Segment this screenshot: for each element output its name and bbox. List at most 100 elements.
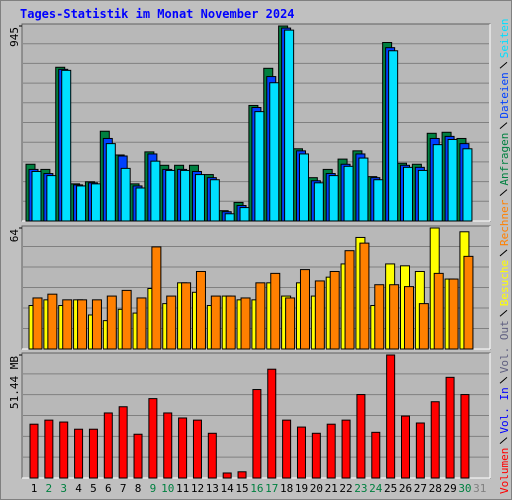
x-tick-label: 28 xyxy=(429,482,442,495)
bar xyxy=(150,160,161,222)
bar xyxy=(207,432,217,479)
bar xyxy=(209,179,220,222)
legend-label: Rechner xyxy=(498,199,511,246)
bar xyxy=(270,272,281,350)
bar xyxy=(90,183,101,222)
bar xyxy=(165,169,176,222)
x-tick-label: 9 xyxy=(150,482,157,495)
bar xyxy=(403,166,413,222)
bar xyxy=(311,432,321,479)
bar xyxy=(460,394,470,479)
y-tick-label: 945 xyxy=(8,27,21,47)
legend-separator xyxy=(499,309,508,317)
bar xyxy=(151,246,162,350)
bar xyxy=(163,412,173,479)
bar xyxy=(74,428,84,479)
x-tick-label: 17 xyxy=(265,482,278,495)
bar xyxy=(329,270,340,350)
bar xyxy=(225,295,236,350)
bar xyxy=(166,295,177,350)
x-tick-label: 11 xyxy=(176,482,189,495)
bar xyxy=(61,69,72,222)
legend-label: Vol. Out xyxy=(498,320,511,373)
bar xyxy=(76,185,87,222)
bar xyxy=(148,398,158,479)
bar xyxy=(103,412,113,479)
x-tick-label: 3 xyxy=(60,482,67,495)
bar xyxy=(135,187,146,222)
bar xyxy=(106,295,117,350)
bar xyxy=(105,143,116,222)
bar xyxy=(222,472,232,479)
y-tick-label: 51.44 MB xyxy=(8,356,21,409)
bar xyxy=(328,175,339,222)
legend-label: Anfragen xyxy=(498,133,511,186)
x-tick-label: 23 xyxy=(354,482,367,495)
bar xyxy=(120,167,131,222)
bar xyxy=(341,419,351,479)
bar xyxy=(417,169,428,222)
chart-title: Tages-Statistik im Monat November 2024 xyxy=(20,7,295,21)
x-tick-label: 21 xyxy=(325,482,338,495)
bar xyxy=(326,423,336,479)
bar xyxy=(252,389,262,479)
x-tick-label: 5 xyxy=(90,482,97,495)
legend-separator xyxy=(499,376,508,384)
bar xyxy=(31,170,42,222)
bar xyxy=(314,280,325,350)
x-tick-label: 29 xyxy=(443,482,456,495)
legend-separator xyxy=(499,61,508,69)
bar xyxy=(77,299,88,350)
bar xyxy=(118,406,128,479)
bar xyxy=(133,433,143,479)
bar xyxy=(462,148,473,222)
bar xyxy=(296,426,306,479)
bar xyxy=(432,144,443,222)
bar xyxy=(415,422,425,479)
x-tick-label: 10 xyxy=(161,482,174,495)
x-tick-label: 14 xyxy=(221,482,235,495)
x-tick-label: 15 xyxy=(235,482,248,495)
bar xyxy=(46,175,57,222)
bar xyxy=(255,282,266,350)
bar xyxy=(463,255,474,350)
x-tick-label: 27 xyxy=(414,482,427,495)
bar xyxy=(418,303,429,350)
x-tick-label: 18 xyxy=(280,482,293,495)
legend-label: Volumen xyxy=(498,448,511,494)
bar xyxy=(240,297,251,350)
bar xyxy=(47,293,58,350)
bar xyxy=(388,50,399,222)
legend-separator xyxy=(499,122,508,129)
x-tick-label: 20 xyxy=(310,482,323,495)
bar xyxy=(285,297,296,350)
bar xyxy=(447,138,458,222)
legend-separator xyxy=(499,249,508,257)
bar xyxy=(91,299,102,350)
bar xyxy=(237,471,247,479)
bar xyxy=(88,428,98,479)
bar xyxy=(180,169,191,222)
bar xyxy=(239,207,250,222)
bar xyxy=(356,394,366,479)
bar xyxy=(344,250,355,350)
bar xyxy=(62,299,73,350)
y-tick-label: 64 xyxy=(8,229,21,243)
bar xyxy=(371,431,381,479)
bar xyxy=(430,401,440,479)
bar xyxy=(32,297,43,350)
bar xyxy=(313,182,324,222)
x-tick-label: 19 xyxy=(295,482,308,495)
bar xyxy=(192,419,202,479)
legend-label: Besuche xyxy=(498,260,511,306)
bar xyxy=(284,29,295,222)
bar xyxy=(121,289,132,350)
x-tick-label: 30 xyxy=(458,482,471,495)
bar xyxy=(282,419,292,479)
bar xyxy=(448,278,459,350)
x-tick-label: 2 xyxy=(46,482,53,495)
legend-label: Seiten xyxy=(498,18,511,58)
x-tick-label: 24 xyxy=(369,482,383,495)
